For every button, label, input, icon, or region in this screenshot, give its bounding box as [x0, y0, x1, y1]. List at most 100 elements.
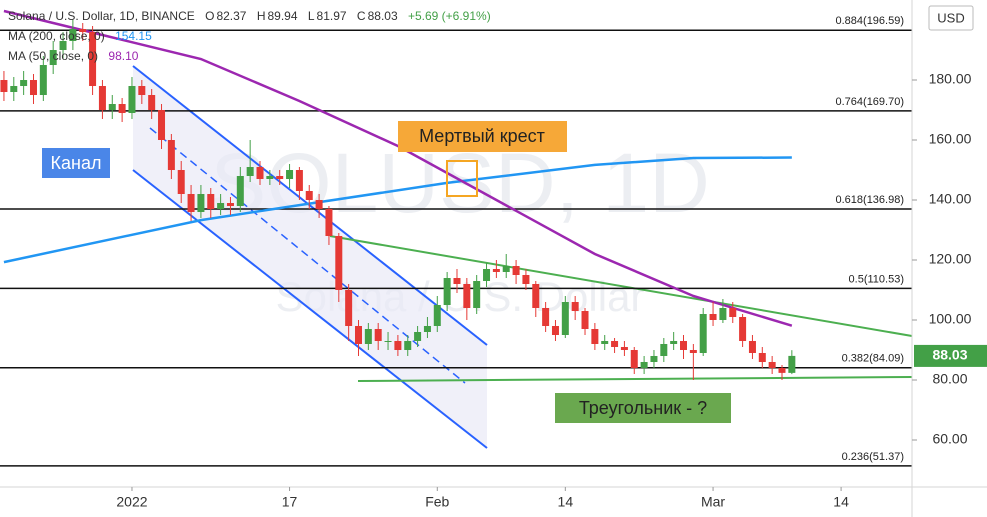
candle-body	[236, 176, 244, 207]
candle-body	[758, 352, 766, 362]
y-tick-label: 160.00	[929, 131, 972, 147]
candle-body	[89, 32, 97, 87]
y-tick-label: 120.00	[929, 251, 972, 267]
price-label: 88.03	[932, 347, 967, 363]
candle-body	[148, 95, 156, 111]
candle-body	[748, 340, 756, 353]
legend-value: 98.10	[108, 49, 139, 63]
candle-body	[118, 104, 126, 114]
candle-body	[364, 328, 372, 344]
candle-body	[177, 170, 185, 195]
candle-body	[325, 209, 333, 237]
candle-body	[256, 167, 264, 180]
candle-body	[551, 325, 559, 335]
y-tick-label: 140.00	[929, 191, 972, 207]
candle-body	[226, 203, 234, 207]
candle-body	[59, 41, 67, 51]
candle-body	[640, 361, 648, 368]
candle-body	[502, 265, 510, 272]
candle-body	[167, 140, 175, 171]
candle-body	[98, 86, 106, 111]
candle-body	[611, 340, 619, 347]
candle-body	[433, 304, 441, 326]
y-tick-label: 100.00	[929, 311, 972, 327]
drawings	[132, 65, 913, 449]
candle-body	[542, 307, 550, 326]
candle-body	[266, 176, 274, 180]
ohlc-prefix: L	[307, 9, 315, 23]
candle-body	[295, 170, 303, 192]
candle-body	[512, 265, 520, 275]
candle-body	[315, 200, 323, 210]
x-tick-label: Feb	[425, 494, 449, 510]
candle-body	[158, 110, 166, 141]
candle-body	[187, 194, 195, 213]
x-tick-label: 2022	[116, 494, 147, 510]
currency: USD	[937, 10, 964, 25]
candle-body	[650, 355, 658, 362]
fib-level-label: 0.884(196.59)	[836, 15, 905, 27]
annotation: Треугольник - ?	[579, 398, 707, 418]
candle-body	[473, 280, 481, 308]
candle-body	[571, 301, 579, 311]
fib-level-label: 0.618(136.98)	[836, 194, 905, 206]
candle-body	[719, 307, 727, 320]
annotation-box	[555, 393, 731, 423]
candle-body	[739, 316, 747, 341]
symbol-title: Solana / U.S. Dollar, 1D, BINANCE	[8, 9, 195, 23]
triangle-lower	[357, 376, 913, 382]
candle-body	[660, 343, 668, 356]
candle-body	[404, 340, 412, 350]
candle-body	[522, 274, 530, 284]
x-tick-label: Mar	[701, 494, 725, 510]
ma-line	[3, 9, 793, 327]
fib-level-label: 0.236(51.37)	[842, 451, 904, 463]
fib-level-label: 0.764(169.70)	[836, 96, 905, 108]
candle-body	[374, 328, 382, 341]
candle-body	[10, 86, 18, 93]
fib-level-label: 0.5(110.53)	[849, 273, 904, 285]
candle-body	[197, 194, 205, 213]
candle-body	[699, 313, 707, 353]
channel-upper	[132, 65, 488, 346]
y-tick-label: 60.00	[932, 431, 967, 447]
axes: 60.00 80.00 100.00 120.00 140.00 160.00 180.00…	[116, 71, 987, 510]
candle-body	[384, 340, 392, 342]
candle-body	[414, 331, 422, 341]
candle-body	[581, 310, 589, 329]
candle-body	[463, 283, 471, 308]
ohlc-value: 81.97	[316, 9, 347, 23]
candle-body	[39, 65, 47, 96]
candle-body	[729, 307, 737, 317]
ohlc-prefix: H	[256, 9, 266, 23]
annotation: Канал	[51, 153, 102, 173]
candle-body	[483, 268, 491, 281]
candle-body	[49, 50, 57, 66]
ohlc-value: 82.37	[216, 9, 247, 23]
candle-body	[29, 80, 37, 96]
candle-body	[69, 29, 77, 42]
candle-body	[354, 325, 362, 344]
candle-body	[620, 346, 628, 350]
candle-body	[443, 277, 451, 305]
legend-label: MA (50, close, 0)	[8, 49, 99, 63]
candle-body	[128, 86, 136, 114]
candle-body	[492, 268, 500, 272]
candle-body	[79, 29, 87, 33]
legend-value: 154.15	[115, 29, 152, 43]
header-line: Solana / U.S. Dollar, 1D, BINANCE O 82.37…	[8, 9, 493, 23]
candle-body	[108, 104, 116, 111]
x-tick-label: 17	[282, 494, 298, 510]
candles	[0, 20, 796, 380]
y-tick-label: 180.00	[929, 71, 972, 87]
candle-body	[630, 349, 638, 368]
candle-body	[20, 80, 28, 87]
candle-body	[217, 203, 225, 210]
candle-body	[423, 325, 431, 332]
fib-level-label: 0.382(84.09)	[842, 353, 904, 365]
ohlc-prefix: C	[356, 9, 366, 23]
candle-body	[709, 313, 717, 320]
ohlc-value: 89.94	[267, 9, 298, 23]
